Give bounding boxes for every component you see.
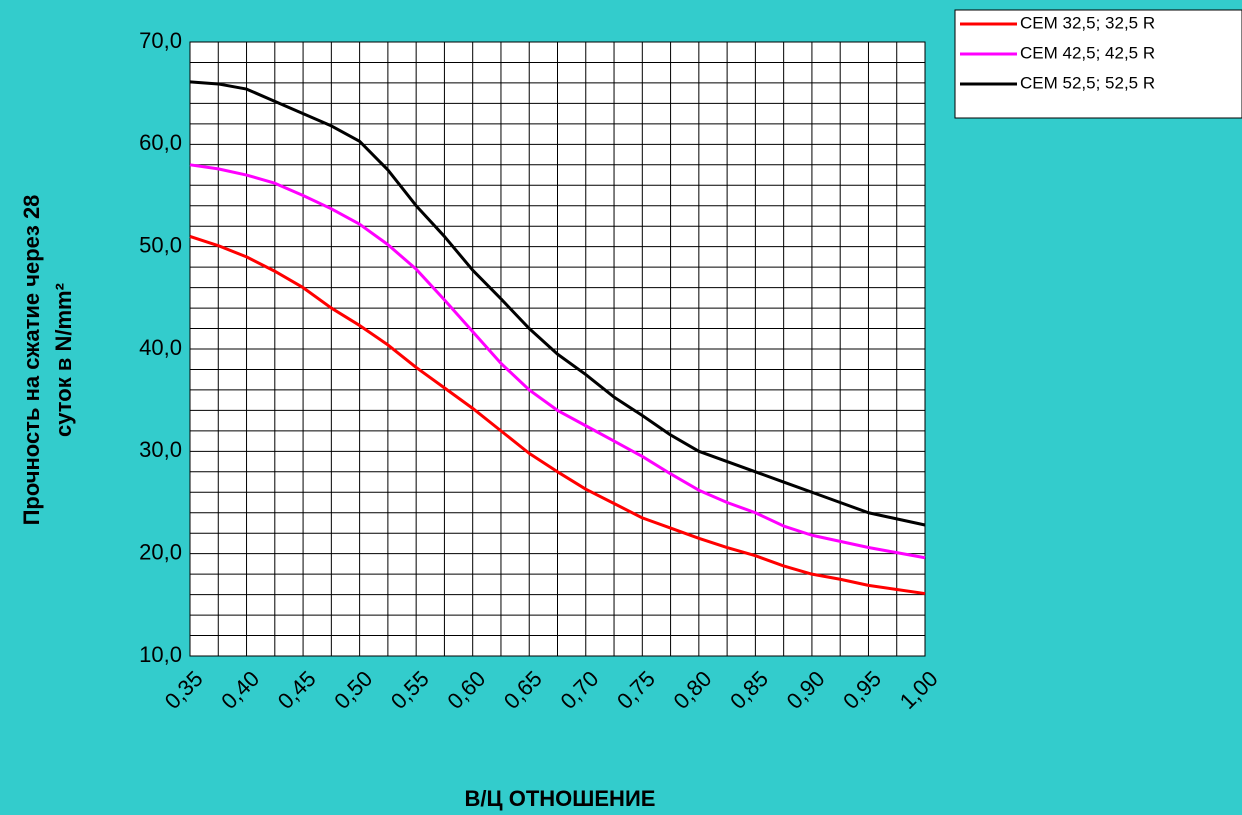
line-series xyxy=(189,163,926,560)
y-axis-title-line: Прочность на сжатие через 28 xyxy=(19,195,44,526)
x-axis-title: В/Ц ОТНОШЕНИЕ xyxy=(465,786,656,811)
legend-label: CEM 42,5; 42,5 R xyxy=(1020,43,1155,62)
y-tick-label: 70,0 xyxy=(139,28,182,53)
y-tick-label: 50,0 xyxy=(139,232,182,257)
y-tick-label: 40,0 xyxy=(139,335,182,360)
y-axis-title-line: суток в N/mm² xyxy=(51,283,76,437)
line-series xyxy=(189,80,926,527)
y-tick-label: 30,0 xyxy=(139,437,182,462)
y-tick-label: 20,0 xyxy=(139,539,182,564)
legend-label: CEM 32,5; 32,5 R xyxy=(1020,13,1155,32)
plot-border xyxy=(189,41,926,657)
legend-label: CEM 52,5; 52,5 R xyxy=(1020,73,1155,92)
y-tick-label: 60,0 xyxy=(139,130,182,155)
legend-box xyxy=(954,9,1242,119)
y-axis-title: Прочность на сжатие через 28 суток в N/m… xyxy=(19,195,76,526)
line-series xyxy=(189,235,926,596)
y-tick-label: 10,0 xyxy=(139,642,182,667)
